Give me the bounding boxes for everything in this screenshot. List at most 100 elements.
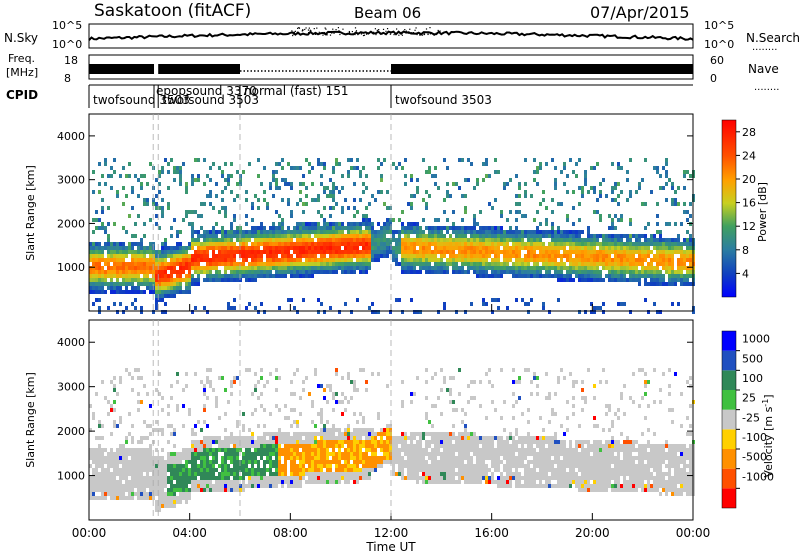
power-cell <box>125 246 128 250</box>
power-cell <box>134 274 137 278</box>
power-cell <box>644 282 647 286</box>
power-cell <box>479 274 482 278</box>
velocity-cell <box>275 476 278 480</box>
nsky-label: N.Sky <box>4 31 38 45</box>
power-cell <box>665 162 668 166</box>
velocity-cell <box>431 424 434 428</box>
power-cell <box>353 182 356 186</box>
velocity-cell <box>392 436 395 440</box>
power-cell <box>170 270 173 274</box>
power-cell <box>581 194 584 198</box>
velocity-cell <box>299 468 302 472</box>
velocity-cell <box>254 480 257 484</box>
power-cell <box>194 250 197 254</box>
velocity-cell <box>185 476 188 480</box>
velocity-cell <box>371 372 374 376</box>
power-cell <box>413 310 416 314</box>
power-cell <box>587 238 590 242</box>
power-cell <box>392 234 395 238</box>
power-cell <box>299 254 302 258</box>
power-cell <box>500 266 503 270</box>
power-cell <box>617 202 620 206</box>
power-cell <box>119 174 122 178</box>
power-cell <box>677 274 680 278</box>
noise-dot <box>373 31 375 33</box>
power-cell <box>389 226 392 230</box>
velocity-cell <box>389 428 392 432</box>
power-cell <box>632 278 635 282</box>
noise-dot <box>397 31 399 33</box>
power-cell <box>503 238 506 242</box>
power-cell <box>170 250 173 254</box>
power-cell <box>287 226 290 230</box>
power-cell <box>191 310 194 314</box>
cpid-entry-label: twofsound 3503 <box>395 93 492 107</box>
power-cell <box>656 310 659 314</box>
velocity-cell <box>350 456 353 460</box>
velocity-cell <box>173 456 176 460</box>
velocity-cell <box>422 432 425 436</box>
power-cell <box>590 278 593 282</box>
power-cell <box>269 254 272 258</box>
power-cell <box>173 250 176 254</box>
power-cell <box>191 238 194 242</box>
power-cell <box>257 174 260 178</box>
velocity-cell <box>347 376 350 380</box>
velocity-cell <box>326 384 329 388</box>
power-cell <box>308 230 311 234</box>
velocity-cell <box>242 464 245 468</box>
power-cell <box>227 258 230 262</box>
power-cell <box>92 274 95 278</box>
power-cell <box>656 246 659 250</box>
velocity-cell <box>338 460 341 464</box>
power-cell <box>230 230 233 234</box>
velocity-cell <box>401 468 404 472</box>
velocity-cell <box>314 424 317 428</box>
power-cell <box>218 242 221 246</box>
velocity-cell <box>446 436 449 440</box>
power-cell <box>410 262 413 266</box>
power-cell <box>479 230 482 234</box>
power-cell <box>104 278 107 282</box>
power-cell <box>509 226 512 230</box>
power-cell <box>119 290 122 294</box>
velocity-cell <box>398 468 401 472</box>
power-cell <box>125 290 128 294</box>
power-cell <box>221 278 224 282</box>
noise-dot <box>308 27 310 29</box>
power-cell <box>368 230 371 234</box>
velocity-cell <box>257 440 260 444</box>
velocity-cell <box>275 460 278 464</box>
velocity-cell <box>224 460 227 464</box>
velocity-cell <box>353 428 356 432</box>
power-cell <box>452 210 455 214</box>
velocity-cell <box>173 444 176 448</box>
power-cell <box>662 278 665 282</box>
velocity-cell <box>410 464 413 468</box>
power-cell <box>311 266 314 270</box>
power-cell <box>503 254 506 258</box>
power-cell <box>230 190 233 194</box>
velocity-cell <box>401 476 404 480</box>
power-cell <box>530 230 533 234</box>
power-cell <box>422 230 425 234</box>
power-cell <box>446 246 449 250</box>
power-cell <box>641 270 644 274</box>
power-cell <box>527 262 530 266</box>
power-cell <box>407 266 410 270</box>
power-cell <box>377 246 380 250</box>
power-cell <box>545 262 548 266</box>
velocity-cell <box>437 452 440 456</box>
power-cell <box>662 262 665 266</box>
power-cell <box>332 266 335 270</box>
velocity-cell <box>332 456 335 460</box>
power-cell <box>284 178 287 182</box>
power-cell <box>194 238 197 242</box>
power-cell <box>620 234 623 238</box>
power-cell <box>512 242 515 246</box>
power-cell <box>410 258 413 262</box>
velocity-cell <box>149 460 152 464</box>
velocity-cell <box>215 440 218 444</box>
